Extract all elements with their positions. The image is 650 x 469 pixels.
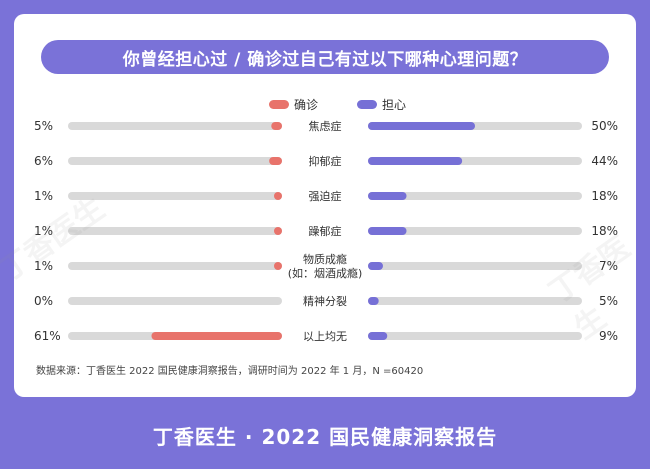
data-source-note: 数据来源：丁香医生 2022 国民健康洞察报告，调研时间为 2022 年 1 月…: [36, 366, 424, 377]
value-label-worried: 5%: [599, 294, 618, 308]
value-label-worried: 44%: [591, 154, 618, 168]
bar-track-diagnosed: [68, 192, 282, 200]
bar-track-diagnosed: [68, 297, 282, 305]
value-label-diagnosed: 61%: [34, 329, 61, 343]
category-label: 物质成瘾: [303, 252, 347, 266]
value-label-diagnosed: 1%: [34, 259, 53, 273]
bar-track-worried: [368, 227, 582, 235]
bar-diagnosed: [274, 262, 282, 270]
value-label-worried: 18%: [591, 224, 618, 238]
chart-title: 你曾经担心过 / 确诊过自己有过以下哪种心理问题？: [41, 40, 609, 74]
value-label-worried: 9%: [599, 329, 618, 343]
bar-worried: [368, 262, 383, 270]
legend-item-diagnosed: 确诊: [269, 96, 318, 113]
value-label-diagnosed: 0%: [34, 294, 53, 308]
bar-diagnosed: [271, 122, 282, 130]
bar-diagnosed: [269, 157, 282, 165]
legend-swatch-diagnosed: [269, 100, 289, 109]
bar-track-diagnosed: [68, 227, 282, 235]
bar-track-diagnosed: [68, 122, 282, 130]
category-label: 精神分裂: [303, 294, 347, 308]
category-label: 焦虑症: [309, 119, 342, 133]
bar-worried: [368, 192, 407, 200]
value-label-worried: 18%: [591, 189, 618, 203]
value-label-worried: 7%: [599, 259, 618, 273]
value-label-diagnosed: 1%: [34, 189, 53, 203]
bar-track-worried: [368, 332, 582, 340]
bar-worried: [368, 122, 475, 130]
bar-worried: [368, 332, 388, 340]
bar-diagnosed: [151, 332, 282, 340]
bar-chart: 5% 50% 焦虑症 6% 44% 抑郁症 1% 18% 强迫症 1% 18% 躁郁症 1% 7% 物质成瘾…: [34, 119, 618, 343]
bar-diagnosed: [274, 227, 282, 235]
legend-label-worried: 担心: [382, 98, 407, 112]
category-label: 抑郁症: [309, 154, 342, 168]
value-label-diagnosed: 6%: [34, 154, 53, 168]
bar-track-diagnosed: [68, 157, 282, 165]
bar-worried: [368, 227, 407, 235]
category-label: (如：烟酒成瘾): [288, 266, 363, 280]
value-label-worried: 50%: [591, 119, 618, 133]
legend-item-worried: 担心: [357, 96, 406, 113]
legend: 确诊 担心: [14, 96, 636, 112]
category-label: 强迫症: [309, 189, 342, 203]
bar-track-worried: [368, 262, 582, 270]
bar-diagnosed: [274, 192, 282, 200]
chart-card: 你曾经担心过 / 确诊过自己有过以下哪种心理问题？ 确诊 担心 5% 50% 焦虑症…: [14, 14, 636, 397]
bar-track-worried: [368, 297, 582, 305]
category-label: 躁郁症: [309, 224, 342, 238]
bar-track-worried: [368, 192, 582, 200]
footer-title: 丁香医生 · 2022 国民健康洞察报告: [152, 424, 498, 449]
value-label-diagnosed: 1%: [34, 224, 53, 238]
category-label: 以上均无: [303, 330, 347, 343]
bar-worried: [368, 157, 463, 165]
bar-track-diagnosed: [68, 262, 282, 270]
bar-worried: [368, 297, 379, 305]
legend-swatch-worried: [357, 100, 377, 109]
value-label-diagnosed: 5%: [34, 119, 53, 133]
legend-label-diagnosed: 确诊: [294, 98, 319, 112]
